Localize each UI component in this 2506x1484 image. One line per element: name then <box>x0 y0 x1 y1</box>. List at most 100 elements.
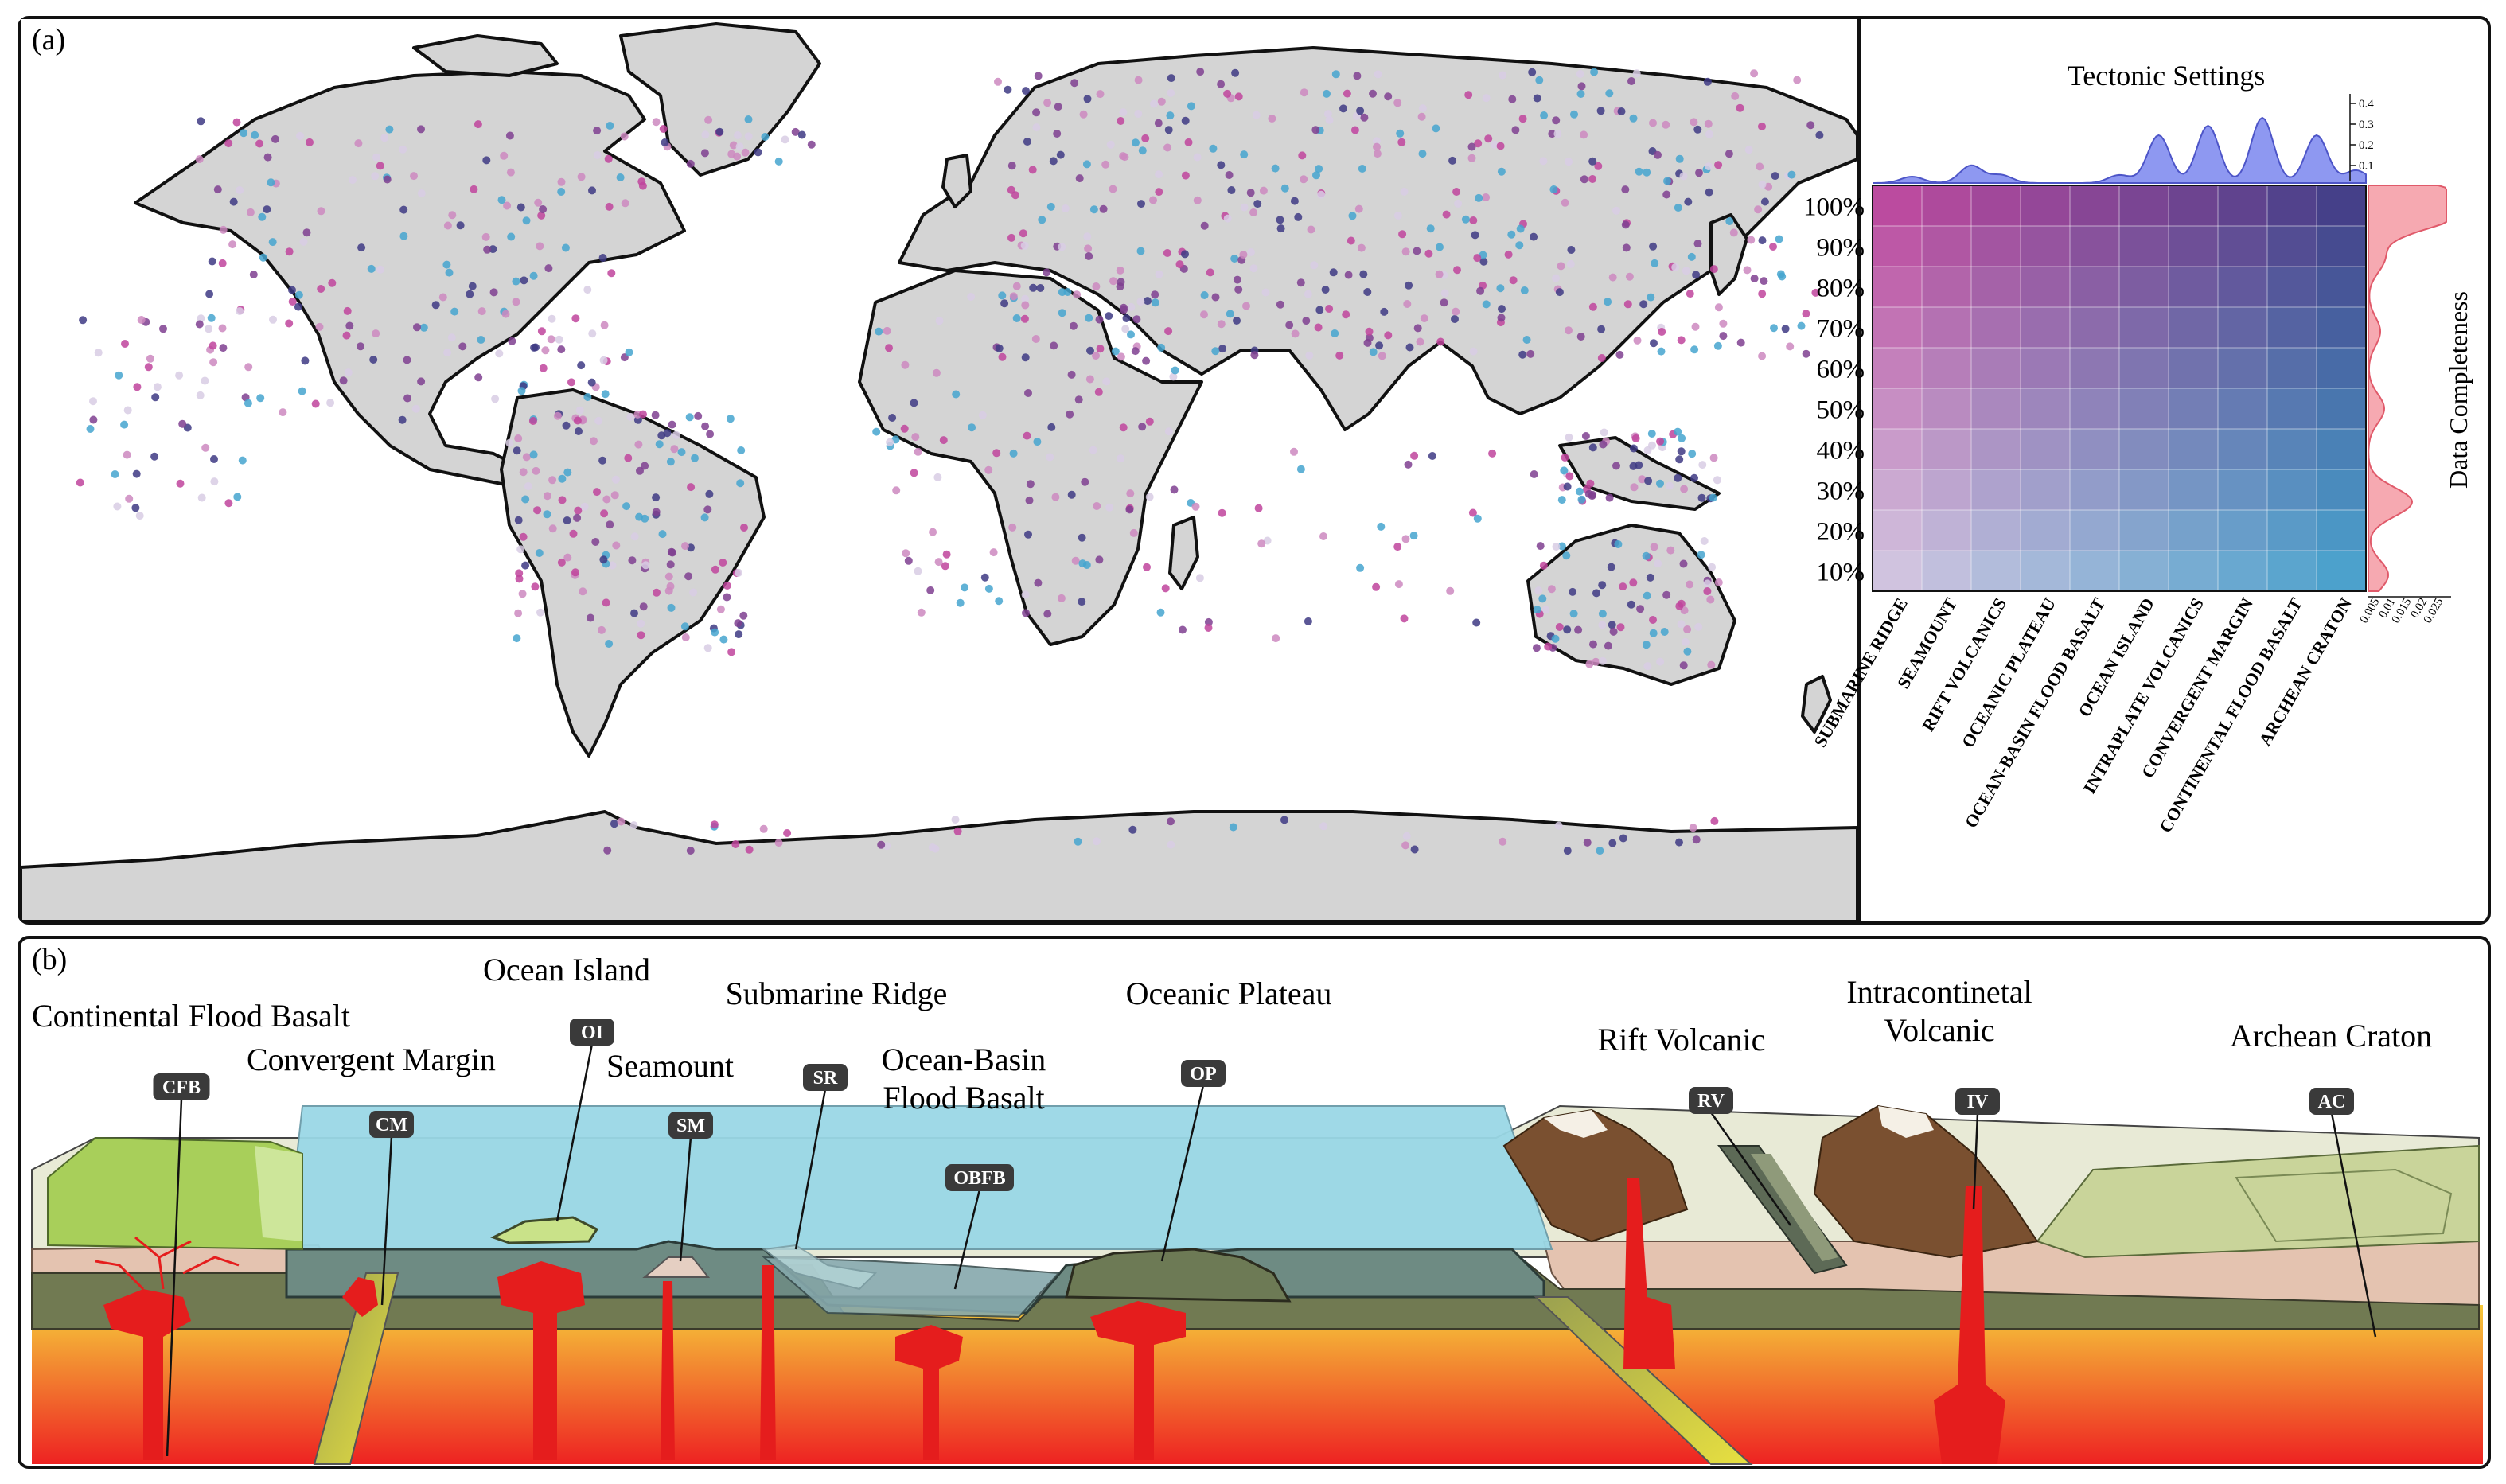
sample-point <box>942 550 951 559</box>
sample-point <box>1164 427 1173 436</box>
sample-point <box>1358 165 1366 173</box>
sample-point <box>1020 241 1029 250</box>
sample-point <box>1028 166 1037 174</box>
sample-point <box>1161 584 1170 593</box>
sample-point <box>1583 838 1592 847</box>
sample-point <box>372 153 380 162</box>
sample-point <box>1683 647 1692 656</box>
sample-point <box>1000 299 1009 308</box>
sample-point <box>89 397 97 406</box>
setting-name: Convergent Margin <box>247 1042 496 1077</box>
sample-point <box>123 450 131 459</box>
sample-point <box>600 321 609 329</box>
sample-point <box>1647 293 1655 302</box>
sample-point <box>1233 275 1241 284</box>
sample-point <box>1694 622 1703 631</box>
heatmap-cell <box>2070 429 2120 470</box>
sample-point <box>1802 349 1810 358</box>
sample-point <box>998 291 1007 300</box>
sample-point <box>1588 157 1597 166</box>
heatmap-cell <box>1873 267 1923 308</box>
sample-point <box>1323 89 1331 98</box>
sample-point <box>1296 465 1305 473</box>
sample-point <box>774 157 783 166</box>
sample-point <box>506 168 515 177</box>
heatmap-cell <box>2021 267 2071 308</box>
heatmap-cell <box>2317 185 2367 227</box>
sample-point <box>994 77 1002 86</box>
sample-point <box>557 558 566 567</box>
sample-point <box>1464 91 1473 99</box>
sample-point <box>210 477 219 486</box>
heatmap-cell <box>2119 510 2169 551</box>
sample-point <box>1230 255 1239 263</box>
sample-point <box>598 456 607 465</box>
sample-point <box>1605 89 1614 98</box>
sample-point <box>1129 528 1138 537</box>
iv-magma-plume <box>1934 1186 2005 1464</box>
sample-point <box>1436 337 1445 346</box>
sample-point <box>917 608 926 617</box>
sample-point <box>1674 204 1682 212</box>
sample-point <box>694 411 703 420</box>
sample-point <box>268 238 277 247</box>
sample-point <box>1217 320 1226 329</box>
sample-point <box>456 221 465 230</box>
sample-point <box>1686 290 1694 298</box>
sample-point <box>1597 354 1606 362</box>
sample-point <box>723 593 731 602</box>
sample-point <box>630 609 638 617</box>
sample-point <box>577 173 586 181</box>
sample-point <box>754 148 762 157</box>
sample-point <box>558 474 567 483</box>
sample-point <box>1692 271 1701 279</box>
top-density-tick-label: 0.3 <box>2359 119 2374 131</box>
sample-point <box>1562 551 1571 560</box>
sample-point <box>1249 264 1258 273</box>
sample-point <box>1682 267 1690 275</box>
sample-point <box>1565 158 1573 166</box>
sample-point <box>79 316 88 325</box>
sample-point <box>1019 229 1027 238</box>
heatmap-cell <box>1922 307 1972 349</box>
sample-point <box>1280 184 1289 193</box>
sample-point <box>1648 441 1656 450</box>
sample-point <box>236 307 244 315</box>
op-magma-plume <box>1090 1301 1186 1460</box>
sample-point <box>1679 661 1688 670</box>
sample-point <box>1079 110 1088 119</box>
sample-point <box>1276 300 1284 309</box>
new-zealand-landmass <box>1801 675 1832 734</box>
sample-point <box>1357 243 1366 252</box>
right-subducting-slab <box>1534 1296 1753 1465</box>
sample-point <box>557 177 566 186</box>
sample-point <box>1666 546 1675 555</box>
heatmap-cell <box>1971 429 2021 470</box>
sample-point <box>1420 314 1428 323</box>
sample-point <box>1314 323 1323 332</box>
sample-point <box>1294 212 1303 221</box>
sample-point <box>1552 543 1561 551</box>
sample-point <box>515 569 524 578</box>
sample-point <box>1588 443 1597 452</box>
sample-point <box>1642 551 1651 560</box>
completeness-tick-label: 50% <box>1817 396 1865 425</box>
heatmap-cell <box>2169 429 2219 470</box>
sample-point <box>1163 249 1171 257</box>
sample-point <box>1008 523 1017 532</box>
sample-point <box>1468 508 1477 517</box>
sample-point <box>557 188 566 196</box>
sample-point <box>1658 328 1666 336</box>
sample-point <box>1253 200 1262 208</box>
sample-point <box>1249 208 1258 216</box>
setting-code: SM <box>676 1116 705 1136</box>
sample-point <box>1654 150 1662 159</box>
sample-point <box>1206 268 1214 277</box>
sample-point <box>1758 352 1767 360</box>
heatmap-cell <box>2119 185 2169 227</box>
sample-point <box>1360 113 1369 122</box>
sample-point <box>1643 662 1652 671</box>
sample-point <box>1518 115 1527 123</box>
sample-point <box>224 139 233 148</box>
